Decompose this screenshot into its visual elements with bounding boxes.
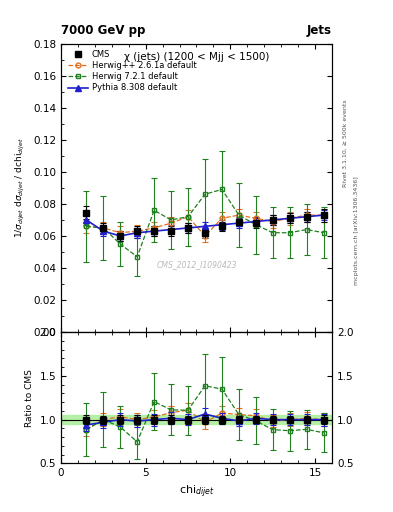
Text: 7000 GeV pp: 7000 GeV pp [61,24,145,37]
Text: Rivet 3.1.10, ≥ 500k events: Rivet 3.1.10, ≥ 500k events [343,99,348,187]
Text: χ (jets) (1200 < Mjj < 1500): χ (jets) (1200 < Mjj < 1500) [124,52,269,62]
Legend: CMS, Herwig++ 2.6.1a default, Herwig 7.2.1 default, Pythia 8.308 default: CMS, Herwig++ 2.6.1a default, Herwig 7.2… [65,48,199,95]
Bar [61,415,332,424]
Y-axis label: 1/$\sigma_{dijet}$ d$\sigma_{dijet}$ / dchi$_{dijet}$: 1/$\sigma_{dijet}$ d$\sigma_{dijet}$ / d… [14,138,28,238]
X-axis label: chi$_{dijet}$: chi$_{dijet}$ [179,484,214,500]
Text: CMS_2012_I1090423: CMS_2012_I1090423 [156,260,237,269]
Text: mcplots.cern.ch [arXiv:1306.3436]: mcplots.cern.ch [arXiv:1306.3436] [354,176,359,285]
Y-axis label: Ratio to CMS: Ratio to CMS [25,369,34,426]
Text: Jets: Jets [307,24,332,37]
